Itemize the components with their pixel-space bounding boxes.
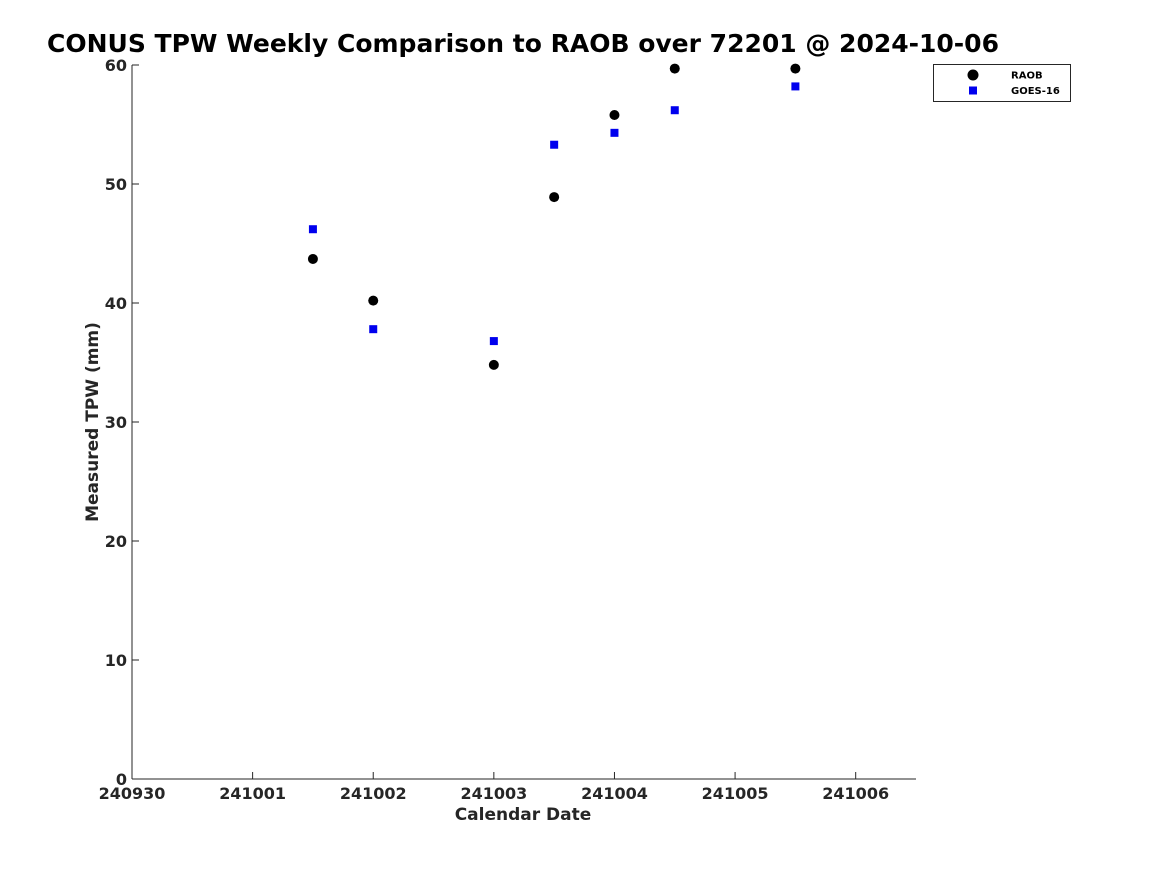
- legend-marker-raob: [967, 69, 979, 81]
- goes-16-point: [791, 82, 800, 91]
- y-axis-label: Measured TPW (mm): [83, 322, 103, 522]
- data-points: [307, 63, 801, 370]
- x-tick-label: 241004: [581, 784, 648, 803]
- legend: RAOB GOES-16: [933, 64, 1071, 102]
- y-tick-label: 40: [105, 294, 127, 313]
- x-tick-label: 241002: [340, 784, 407, 803]
- raob-point: [307, 253, 318, 264]
- legend-box: [933, 64, 1071, 102]
- legend-label-raob: RAOB: [1011, 71, 1043, 82]
- y-tick-label: 50: [105, 175, 127, 194]
- x-tick-label: 240930: [99, 784, 166, 803]
- x-tick-label: 241005: [702, 784, 769, 803]
- y-tick-label: 0: [116, 770, 127, 789]
- y-tick-label: 60: [105, 56, 127, 75]
- raob-point: [609, 109, 620, 120]
- raob-point: [669, 63, 680, 74]
- y-tick-label: 10: [105, 651, 127, 670]
- goes-16-point: [610, 128, 619, 137]
- y-tick-label: 20: [105, 532, 127, 551]
- x-tick-label: 241001: [219, 784, 286, 803]
- goes-16-point: [550, 140, 559, 149]
- x-axis-label: Calendar Date: [455, 805, 592, 825]
- raob-point: [368, 295, 379, 306]
- x-tick-label: 241006: [822, 784, 889, 803]
- plot-area: 240930 241001 241002 241003 241004 241005 2410…: [99, 56, 916, 803]
- goes-16-point: [670, 106, 679, 115]
- chart-title: CONUS TPW Weekly Comparison to RAOB over…: [47, 29, 999, 58]
- x-axis-ticks: 240930 241001 241002 241003 241004 241005 2410…: [99, 772, 889, 803]
- x-tick-label: 241003: [460, 784, 527, 803]
- legend-label-goes-16: GOES-16: [1011, 86, 1060, 97]
- goes-16-point: [369, 325, 378, 334]
- raob-point: [790, 63, 801, 74]
- legend-marker-goes-16: [969, 86, 977, 95]
- goes-16-point: [308, 225, 317, 234]
- goes-16-point: [489, 337, 498, 346]
- raob-point: [549, 192, 560, 203]
- y-axis-ticks: 0 10 20 30 40 50 60: [105, 56, 139, 789]
- y-tick-label: 30: [105, 413, 127, 432]
- raob-point: [488, 359, 499, 370]
